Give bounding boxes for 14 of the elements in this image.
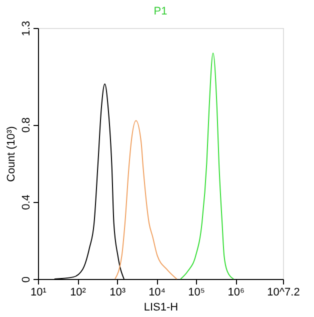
y-tick-label: 1.3 bbox=[20, 20, 32, 36]
x-tick-label: 10² bbox=[70, 286, 86, 298]
x-tick-label: 10⁶ bbox=[228, 286, 244, 298]
x-tick-label: 10⁴ bbox=[148, 286, 166, 298]
x-tick-label: 10^7.2 bbox=[267, 286, 300, 298]
y-tick-label: 0.8 bbox=[20, 117, 32, 133]
y-axis-title: Count (10³) bbox=[6, 126, 18, 182]
x-tick-label: 10³ bbox=[110, 286, 126, 298]
y-tick-label: 0 bbox=[20, 276, 32, 283]
x-tick-label: 10¹ bbox=[30, 286, 47, 298]
x-tick-label: 10⁵ bbox=[188, 286, 205, 298]
x-axis-title: LIS1-H bbox=[144, 302, 178, 314]
y-tick-label: 0.4 bbox=[20, 194, 32, 210]
chart-title: P1 bbox=[154, 5, 168, 18]
